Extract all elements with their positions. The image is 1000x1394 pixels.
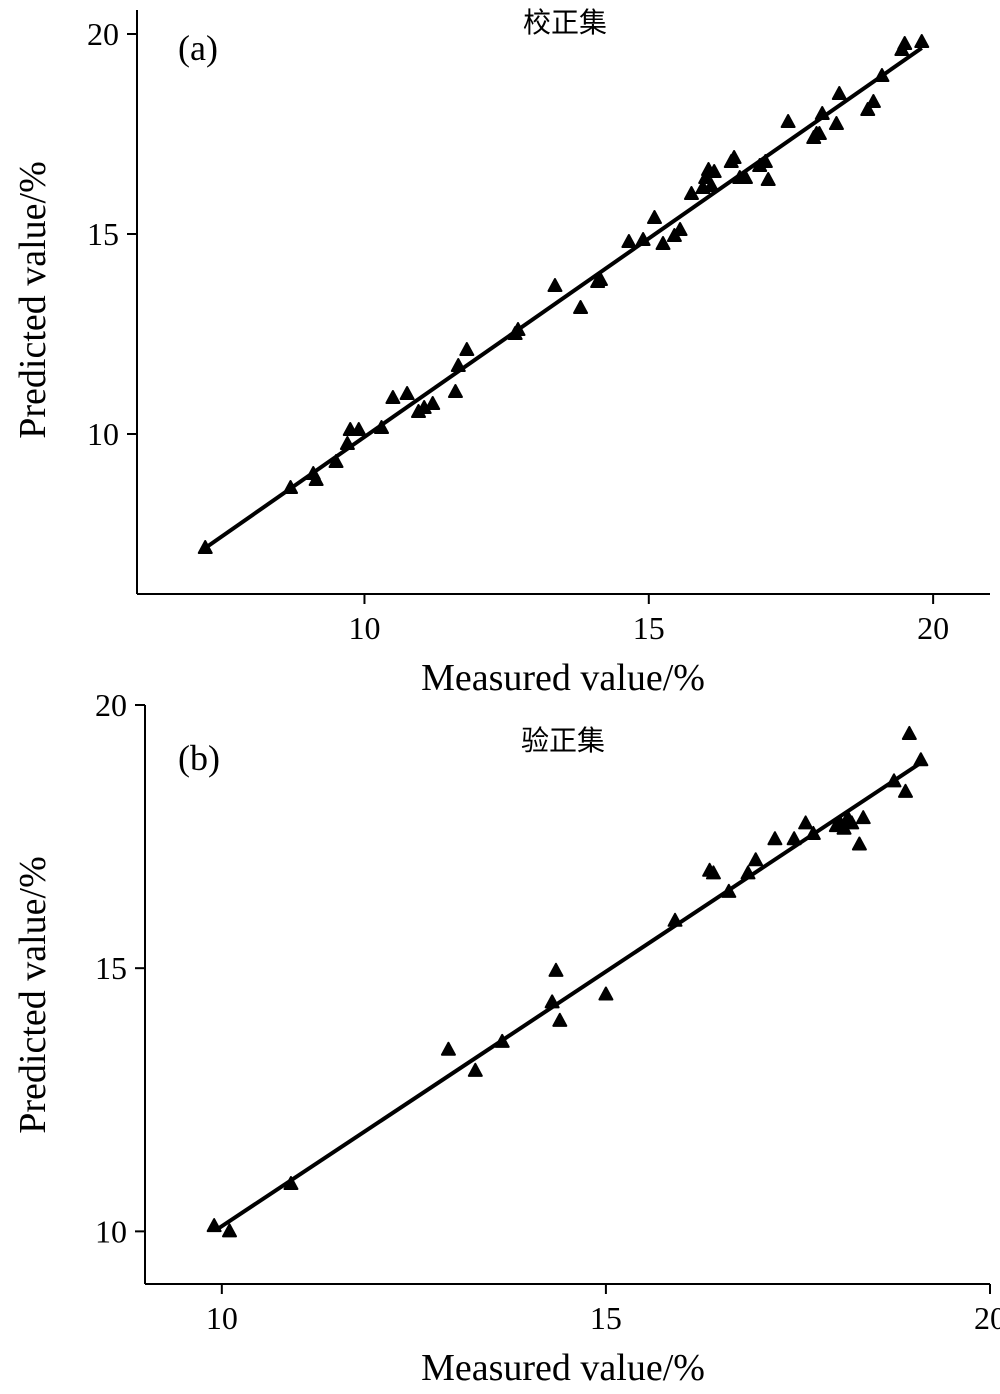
panel-a-data-point — [547, 278, 563, 292]
panel-b-data-point — [705, 865, 721, 880]
panel-a-data-point — [706, 164, 722, 178]
panel-a-data-point — [811, 126, 827, 140]
panel-b-data-point — [440, 1041, 456, 1056]
panel-a-data-point — [197, 540, 213, 554]
panel-a-data-point — [425, 396, 441, 410]
panel-a-data-point — [760, 172, 776, 186]
panel-a-y-tick-label: 20 — [87, 16, 119, 52]
panel-a-x-tick-label: 10 — [348, 610, 380, 646]
panel-b-data-point — [494, 1033, 510, 1048]
panel-a-y-tick-label: 15 — [87, 216, 119, 252]
panel-b-data-point — [798, 815, 814, 830]
panel-a-data-point — [447, 384, 463, 398]
panel-b-data-point — [740, 865, 756, 880]
panel-b: (b) 验正集 Measured value/% Predicted value… — [12, 687, 1000, 1389]
panel-b-title: 验正集 — [521, 724, 605, 757]
panel-a-data-point — [726, 150, 742, 164]
panel-b-data-point — [805, 825, 821, 840]
panel-a-data-point — [399, 386, 415, 400]
panel-a-data-point — [635, 232, 651, 246]
panel-a-data-point — [308, 472, 324, 486]
panel-b-data-point — [844, 815, 860, 830]
panel-b-data-point — [552, 1012, 568, 1027]
panel-b-data-point — [206, 1218, 222, 1233]
panel-a-data-point — [683, 186, 699, 200]
panel-b-data-point — [855, 810, 871, 825]
panel-a-data-point — [780, 114, 796, 128]
panel-a-data-point — [655, 236, 671, 250]
panel-b-label: (b) — [178, 738, 220, 778]
panel-a-data-point — [831, 86, 847, 100]
panel-a-data-point — [874, 68, 890, 82]
panel-b-data-point — [548, 962, 564, 977]
panel-a-data-point — [450, 358, 466, 372]
panel-a-data-point — [385, 390, 401, 404]
panel-a-data-point — [592, 272, 608, 286]
panel-b-y-axis-label: Predicted value/% — [12, 856, 54, 1134]
panel-a-data-point — [510, 322, 526, 336]
panel-b-data-point — [721, 883, 737, 898]
panel-a-data-point — [621, 234, 637, 248]
panel-b-y-tick-label: 20 — [95, 687, 127, 723]
panel-a-x-axis-label: Measured value/% — [421, 657, 705, 699]
panel-a-y-axis-label: Predicted value/% — [12, 161, 54, 439]
panel-b-y-tick-label: 10 — [95, 1213, 127, 1249]
panel-a-title: 校正集 — [523, 6, 607, 39]
panel-a-data-point — [865, 94, 881, 108]
panel-b-x-axis-label: Measured value/% — [421, 1347, 705, 1389]
panel-a-data-point — [459, 342, 475, 356]
panel-a-data-point — [672, 222, 688, 236]
panel-b-data-point — [786, 831, 802, 846]
panel-a-data-point — [737, 170, 753, 184]
panel-a-data-point — [828, 116, 844, 130]
panel-b-fit-line — [216, 758, 926, 1231]
panel-a-data-point — [914, 34, 930, 48]
panel-a-data-point — [897, 36, 913, 50]
panel-b-data-point — [767, 831, 783, 846]
panel-b-data-point — [913, 752, 929, 767]
panel-a-fit-line — [204, 46, 923, 550]
panel-b-data-point — [901, 725, 917, 740]
panel-b-x-tick-label: 15 — [590, 1300, 622, 1336]
panel-a-data-point — [351, 422, 367, 436]
panel-a-data-point — [374, 420, 390, 434]
panel-b-data-point — [748, 852, 764, 867]
panel-a-data-point — [646, 210, 662, 224]
panel-b-data-point — [283, 1175, 299, 1190]
panel-a-data-point — [573, 300, 589, 314]
panel-a-data-point — [328, 454, 344, 468]
panel-b-data-point — [886, 773, 902, 788]
panel-b-data-point — [598, 986, 614, 1001]
panel-b-data-point — [898, 783, 913, 798]
panel-a-x-tick-label: 15 — [633, 610, 665, 646]
panel-a-x-tick-label: 20 — [917, 610, 949, 646]
panel-a-label: (a) — [178, 28, 218, 68]
panel-a-data-point — [814, 106, 830, 120]
panel-a-data-point — [283, 480, 299, 494]
panel-b-data-point — [222, 1223, 237, 1238]
panel-a-data-point — [860, 102, 876, 116]
panel-b-y-tick-label: 15 — [95, 950, 127, 986]
panel-a-data-point — [339, 436, 355, 450]
panel-b-data-point — [667, 912, 683, 927]
panel-a: (a) 校正集 Measured value/% Predicted value… — [12, 6, 990, 699]
panel-b-data-point — [544, 994, 560, 1009]
panel-a-y-tick-label: 10 — [87, 416, 119, 452]
panel-b-data-point — [467, 1062, 483, 1077]
panel-b-data-point — [851, 836, 867, 851]
panel-b-x-tick-label: 10 — [206, 1300, 238, 1336]
panel-a-data-point — [757, 154, 773, 168]
panel-a-data-point — [703, 178, 719, 192]
panel-b-x-tick-label: 20 — [974, 1300, 1000, 1336]
